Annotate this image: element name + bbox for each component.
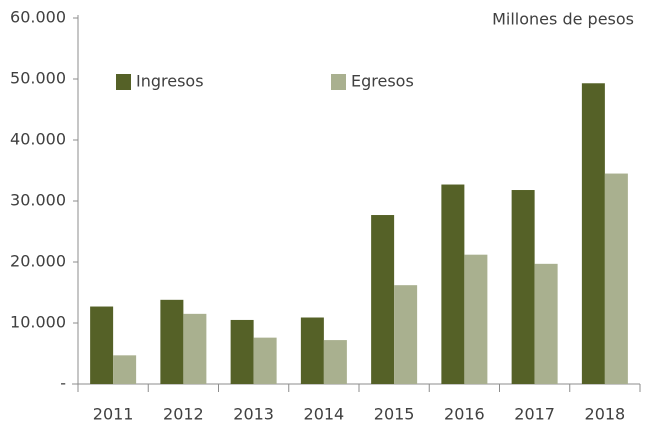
legend-label: Egresos xyxy=(351,72,414,91)
chart-title: Millones de pesos xyxy=(492,10,634,29)
bar xyxy=(113,355,137,384)
bar xyxy=(394,285,418,384)
legend-swatch xyxy=(116,74,131,90)
bar xyxy=(253,337,277,384)
bar xyxy=(534,263,558,384)
y-tick-label: - xyxy=(60,374,66,393)
x-tick-label: 2012 xyxy=(163,405,204,424)
bar xyxy=(441,184,465,384)
bar xyxy=(183,313,207,384)
y-tick-label: 10.000 xyxy=(10,313,66,332)
x-tick-label: 2014 xyxy=(304,405,345,424)
y-tick-label: 20.000 xyxy=(10,252,66,271)
bar xyxy=(160,299,184,384)
bar xyxy=(511,190,535,384)
x-tick-label: 2011 xyxy=(93,405,134,424)
bar xyxy=(300,317,324,384)
bar xyxy=(371,215,395,384)
bar xyxy=(230,319,254,384)
bar xyxy=(464,254,488,384)
bar xyxy=(90,306,114,384)
x-tick-label: 2016 xyxy=(444,405,485,424)
y-tick-label: 60.000 xyxy=(10,8,66,27)
y-tick-label: 30.000 xyxy=(10,191,66,210)
bar xyxy=(323,340,347,384)
x-tick-label: 2017 xyxy=(514,405,555,424)
x-tick-label: 2013 xyxy=(233,405,274,424)
y-tick-label: 50.000 xyxy=(10,69,66,88)
bar xyxy=(604,173,628,384)
x-tick-label: 2018 xyxy=(585,405,626,424)
y-tick-label: 40.000 xyxy=(10,130,66,149)
legend-label: Ingresos xyxy=(136,72,204,91)
bar xyxy=(581,83,605,385)
x-tick-label: 2015 xyxy=(374,405,415,424)
legend-swatch xyxy=(331,74,346,90)
